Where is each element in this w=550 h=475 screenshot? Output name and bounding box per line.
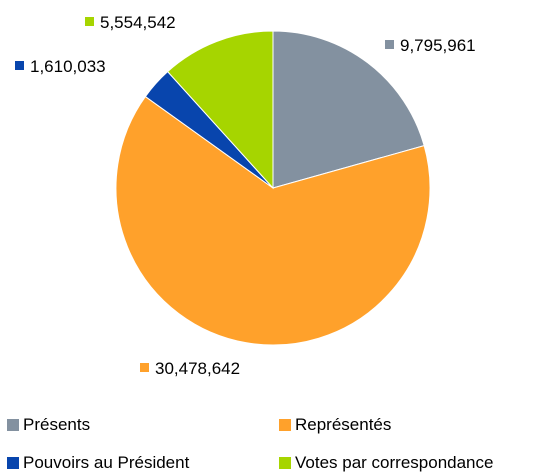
pie-slice-representes [115,95,431,346]
data-label-votes-par-correspondance: 5,554,542 [100,13,176,32]
data-label-representes: 30,478,642 [155,359,240,378]
legend-label-representes: Représentés [295,415,392,434]
legend-item-pouvoirs-au-president: Pouvoirs au Président [7,453,189,473]
data-label-marker-votes-par-correspondance [85,17,94,26]
pie-slice-votes-par-correspondance [166,30,274,190]
data-label-marker-presents [385,40,394,49]
pie-slice-presents [272,30,425,189]
legend-swatch-representes [279,419,291,431]
data-label-presents: 9,795,961 [400,36,476,55]
data-label-marker-representes [140,363,149,372]
data-label-marker-pouvoirs-au-president [15,61,24,70]
legend-item-representes: Représentés [279,415,391,435]
legend-swatch-presents [7,419,19,431]
legend-swatch-pouvoirs-au-president [7,457,19,469]
legend-swatch-votes-par-correspondance [279,457,291,469]
data-label-pouvoirs-au-president: 1,610,033 [30,57,106,76]
legend-label-votes-par-correspondance: Votes par correspondance [295,453,494,472]
chart-legend: Présents Représentés Pouvoirs au Préside… [0,395,550,475]
legend-item-presents: Présents [7,415,90,435]
legend-item-votes-par-correspondance: Votes par correspondance [279,453,493,473]
legend-label-pouvoirs-au-president: Pouvoirs au Président [23,453,190,472]
legend-label-presents: Présents [23,415,91,434]
